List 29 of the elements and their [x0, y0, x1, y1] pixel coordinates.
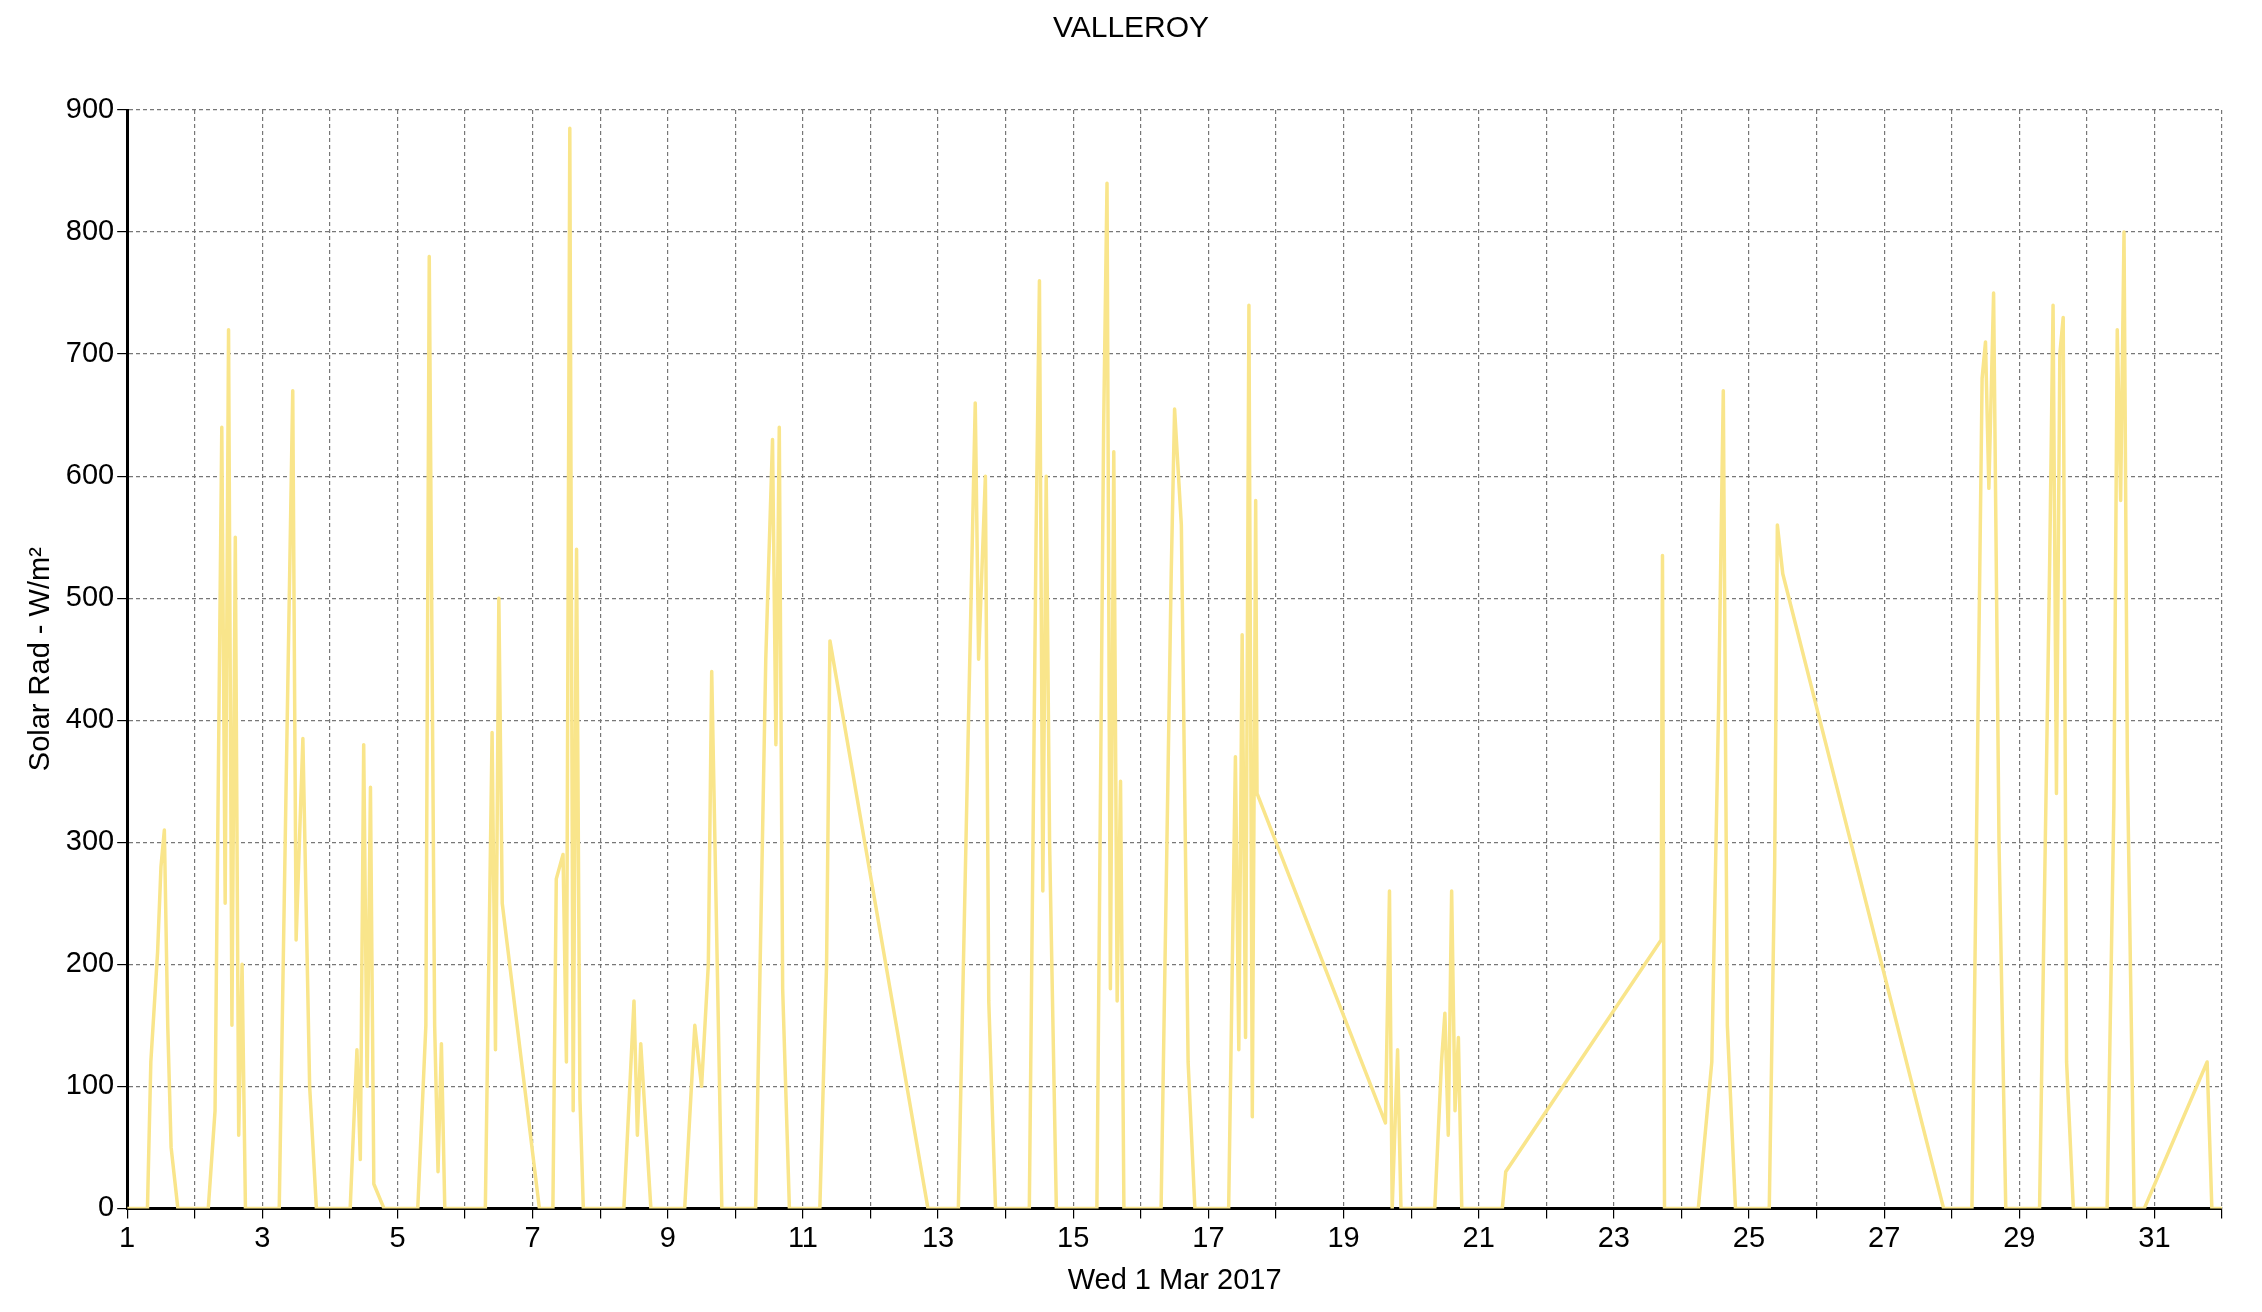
x-tick-label: 27 [1867, 1220, 1901, 1253]
y-tick-label: 100 [65, 1068, 115, 1101]
x-tick-label: 29 [2003, 1220, 2036, 1253]
y-tick-label: 500 [65, 580, 115, 613]
x-tick-label: 31 [2138, 1220, 2171, 1253]
x-tick-label: 21 [1462, 1220, 1495, 1253]
x-tick-label: 25 [1732, 1220, 1766, 1253]
x-tick-label: 11 [787, 1220, 818, 1253]
y-tick-label: 300 [65, 824, 115, 857]
y-axis-title: Solar Rad - W/m² [23, 546, 56, 772]
x-tick-label: 9 [659, 1220, 676, 1253]
y-tick-label: 700 [65, 336, 115, 369]
y-tick-label: 800 [65, 214, 115, 247]
x-tick-label: 17 [1192, 1220, 1225, 1253]
y-tick-label: 600 [65, 458, 115, 491]
x-tick-label: 3 [254, 1220, 271, 1253]
x-tick-label: 15 [1057, 1220, 1090, 1253]
x-axis-title: Wed 1 Mar 2017 [1067, 1262, 1282, 1295]
y-tick-label: 200 [65, 946, 115, 979]
x-tick-label: 5 [389, 1220, 406, 1253]
x-tick-label: 19 [1327, 1220, 1360, 1253]
x-tick-label: 23 [1597, 1220, 1630, 1253]
y-tick-label: 900 [65, 92, 115, 124]
chart-title: VALLEROY [1051, 10, 1211, 44]
x-tick-label: 13 [921, 1220, 955, 1253]
x-tick-label: 7 [524, 1220, 541, 1253]
x-tick-label: 1 [119, 1220, 136, 1253]
y-tick-label: 400 [65, 702, 115, 735]
y-tick-label: 0 [98, 1190, 115, 1223]
